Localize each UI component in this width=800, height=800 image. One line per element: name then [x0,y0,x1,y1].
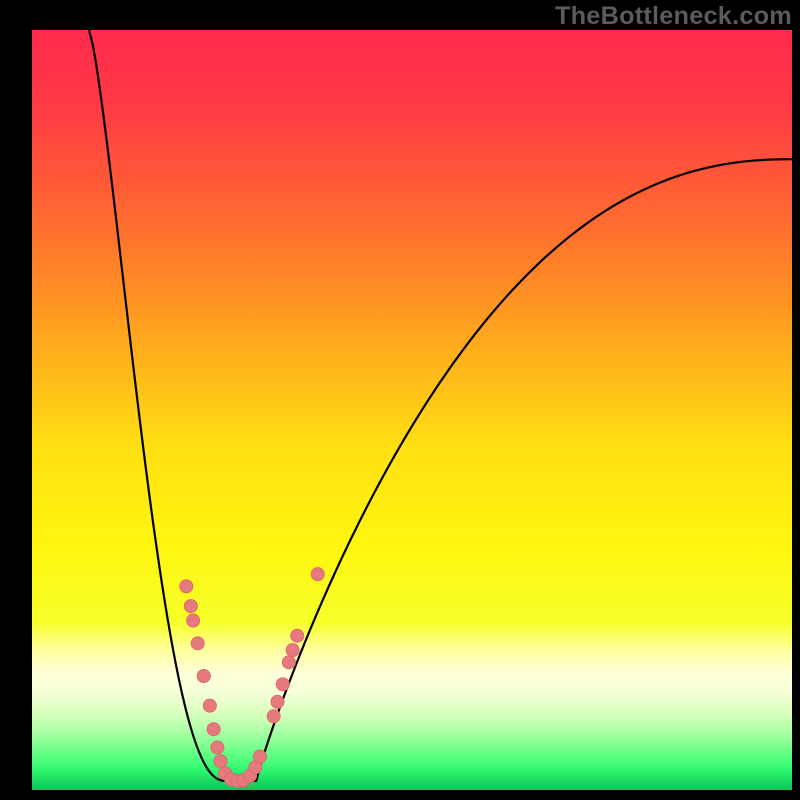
gradient-background [32,30,792,790]
data-point [271,695,284,708]
data-point [214,755,227,768]
data-point [282,656,295,669]
data-point [184,599,197,612]
data-point [253,750,266,763]
data-point [291,629,304,642]
watermark-text: TheBottleneck.com [555,2,792,31]
data-point [180,580,193,593]
data-point [267,710,280,723]
data-point [203,699,216,712]
data-point [211,741,224,754]
bottleneck-chart [32,30,792,790]
data-point [191,637,204,650]
data-point [286,644,299,657]
data-point [276,678,289,691]
chart-frame: TheBottleneck.com [0,0,800,800]
data-point [187,614,200,627]
data-point [197,669,210,682]
data-point [207,723,220,736]
data-point [311,568,324,581]
